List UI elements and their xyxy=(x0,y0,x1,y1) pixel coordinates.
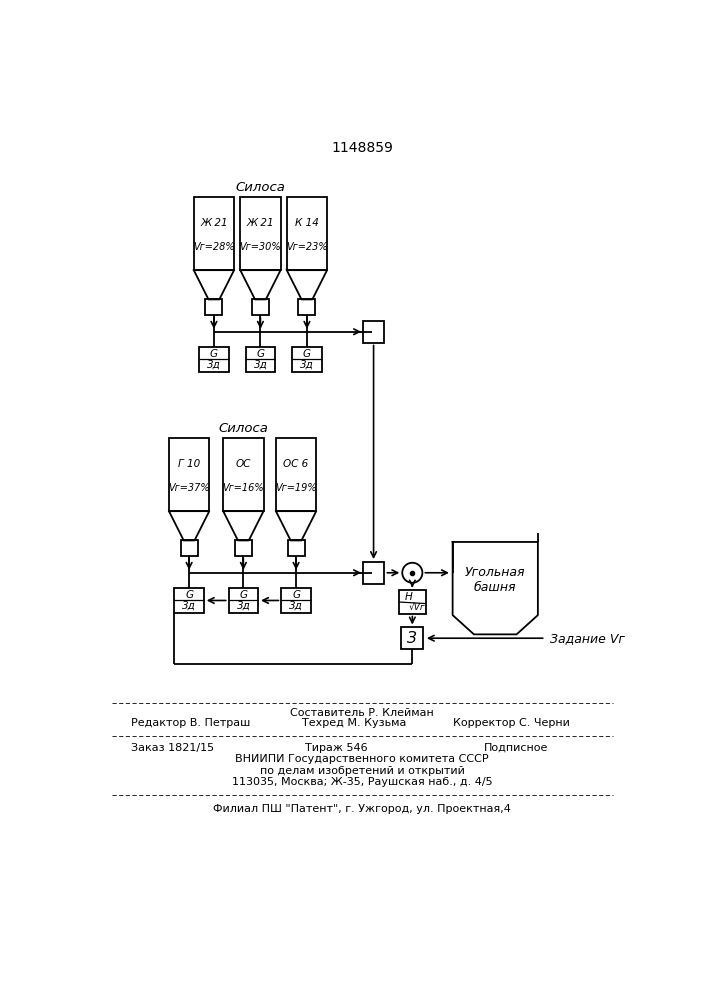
Bar xyxy=(402,627,423,649)
Text: Ж 21: Ж 21 xyxy=(200,218,228,228)
Bar xyxy=(252,299,269,315)
Bar xyxy=(180,540,198,556)
Text: З: З xyxy=(407,631,417,646)
Text: G: G xyxy=(257,349,264,359)
Text: 1148859: 1148859 xyxy=(332,141,394,155)
Text: ОС 6: ОС 6 xyxy=(284,459,309,469)
Text: Г 10: Г 10 xyxy=(178,459,200,469)
Bar xyxy=(240,197,281,270)
Bar xyxy=(246,347,275,372)
Bar xyxy=(292,347,322,372)
Bar xyxy=(223,438,264,511)
Text: по делам изобретений и открытий: по делам изобретений и открытий xyxy=(259,766,464,776)
Bar xyxy=(363,321,385,343)
Bar xyxy=(199,347,228,372)
Text: Филиал ПШ "Патент", г. Ужгород, ул. Проектная,4: Филиал ПШ "Патент", г. Ужгород, ул. Прое… xyxy=(213,804,511,814)
Text: Подписное: Подписное xyxy=(484,743,548,753)
Bar xyxy=(399,590,426,614)
Text: Vг=19%: Vг=19% xyxy=(275,483,317,493)
Text: G: G xyxy=(210,349,218,359)
Bar xyxy=(194,197,234,270)
Text: Корректор С. Черни: Корректор С. Черни xyxy=(452,718,570,728)
Text: Vг=23%: Vг=23% xyxy=(286,242,328,252)
Bar xyxy=(228,588,258,613)
Text: Составитель Р. Клейман: Составитель Р. Клейман xyxy=(290,708,434,718)
Text: Тираж 546: Тираж 546 xyxy=(305,743,368,753)
Text: Техред М. Кузьма: Техред М. Кузьма xyxy=(301,718,406,728)
Bar xyxy=(363,562,385,584)
Text: G: G xyxy=(303,349,311,359)
Text: Редактор В. Петраш: Редактор В. Петраш xyxy=(131,718,250,728)
Text: Vг=28%: Vг=28% xyxy=(193,242,235,252)
Text: Угольная
башня: Угольная башня xyxy=(465,566,525,594)
Bar xyxy=(298,299,315,315)
Text: К 14: К 14 xyxy=(295,218,319,228)
Text: √Vг: √Vг xyxy=(409,603,426,612)
Text: Ж 21: Ж 21 xyxy=(247,218,274,228)
Text: G: G xyxy=(240,590,247,600)
Bar xyxy=(169,438,209,511)
Text: ВНИИПИ Государственного комитета СССР: ВНИИПИ Государственного комитета СССР xyxy=(235,754,489,764)
Text: 3д: 3д xyxy=(289,601,303,611)
Bar xyxy=(175,588,204,613)
Text: H: H xyxy=(404,592,412,602)
Text: 3д: 3д xyxy=(254,360,267,370)
Bar xyxy=(288,540,305,556)
Text: 3д: 3д xyxy=(300,360,314,370)
Bar xyxy=(281,588,311,613)
Bar xyxy=(206,299,223,315)
Text: G: G xyxy=(292,590,300,600)
Text: 3д: 3д xyxy=(237,601,250,611)
Text: Заказ 1821/15: Заказ 1821/15 xyxy=(131,743,214,753)
Bar xyxy=(276,438,316,511)
Text: Силоса: Силоса xyxy=(235,181,286,194)
Text: ОС: ОС xyxy=(235,459,251,469)
Text: Vг=37%: Vг=37% xyxy=(168,483,210,493)
Text: 3д: 3д xyxy=(207,360,221,370)
Text: Vг=30%: Vг=30% xyxy=(240,242,281,252)
Bar xyxy=(287,197,327,270)
Text: 3д: 3д xyxy=(182,601,196,611)
Bar xyxy=(235,540,252,556)
Text: 113035, Москва; Ж-35, Раушская наб., д. 4/5: 113035, Москва; Ж-35, Раушская наб., д. … xyxy=(232,777,492,787)
Text: G: G xyxy=(185,590,193,600)
Text: Vг=16%: Vг=16% xyxy=(223,483,264,493)
Text: Силоса: Силоса xyxy=(218,422,269,434)
Text: Задание Vг: Задание Vг xyxy=(549,632,624,645)
